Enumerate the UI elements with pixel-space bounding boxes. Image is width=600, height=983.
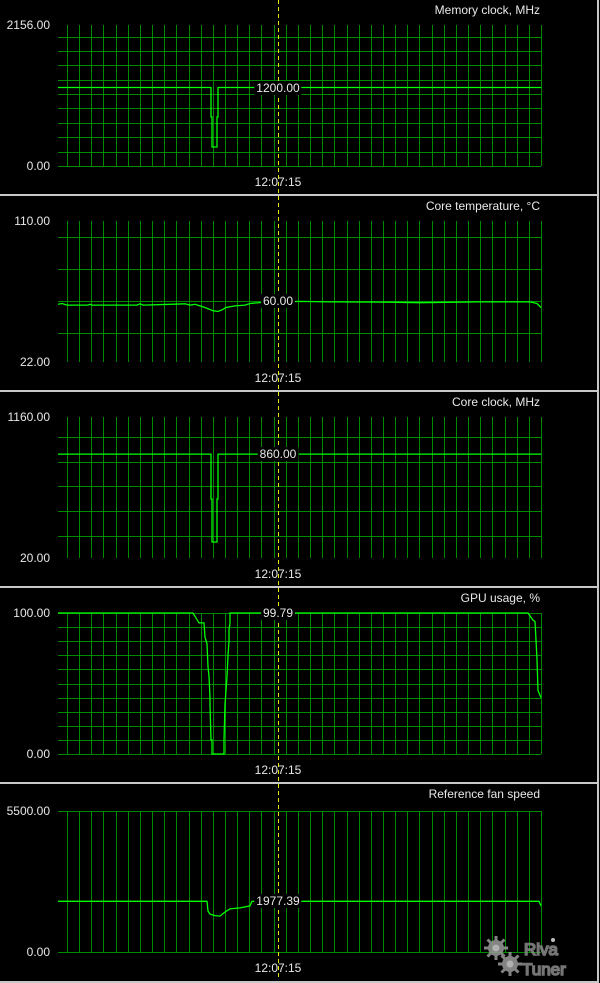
graph-canvas: [57, 196, 542, 392]
svg-text:Riva: Riva: [524, 940, 559, 959]
graph-canvas: [58, 0, 542, 196]
graph-canvas: [58, 392, 542, 588]
gpu-usage-graph[interactable]: GPU usage, % 100.00 0.00 99.79 12:07:15: [0, 588, 599, 784]
current-value-label: 860.00: [257, 447, 299, 462]
memory-clock-graph[interactable]: Memory clock, MHz 2156.00 0.00 1200.00 1…: [0, 0, 599, 196]
cursor-time-label: 12:07:15: [254, 567, 302, 581]
graph-canvas: [58, 784, 542, 980]
svg-text:Tuner: Tuner: [522, 960, 566, 979]
data-trace: [58, 86, 541, 148]
data-trace: [58, 900, 542, 917]
graph-title: Core clock, MHz: [451, 395, 540, 409]
cursor-time-label: 12:07:15: [254, 961, 302, 975]
gear-icon: [498, 952, 522, 976]
data-trace: [57, 300, 542, 313]
y-min-label: 22.00: [19, 355, 50, 369]
y-min-label: 0.00: [26, 159, 50, 173]
y-min-label: 0.00: [26, 747, 50, 761]
cursor-time-label: 12:07:15: [254, 763, 302, 777]
current-value-label: 1200.00: [254, 80, 302, 95]
core-clock-graph[interactable]: Core clock, MHz 1160.00 20.00 860.00 12:…: [0, 392, 599, 588]
cursor-time-label: 12:07:15: [254, 175, 302, 189]
y-max-label: 5500.00: [6, 804, 50, 818]
current-value-label: 1977.39: [254, 894, 302, 909]
y-min-label: 20.00: [19, 551, 50, 565]
y-max-label: 100.00: [13, 606, 50, 620]
current-value-label: 99.79: [260, 606, 296, 621]
y-max-label: 1160.00: [7, 410, 51, 424]
data-trace: [58, 453, 541, 543]
graph-title: Reference fan speed: [428, 787, 540, 801]
graph-title: Memory clock, MHz: [434, 3, 540, 17]
cursor-time-label: 12:07:15: [254, 371, 302, 385]
rivatuner-logo: Riva Tuner: [484, 936, 567, 980]
graph-title: Core temperature, °C: [425, 199, 540, 213]
current-value-label: 60.00: [260, 294, 296, 309]
y-max-label: 110.00: [14, 214, 50, 228]
y-min-label: 0.00: [26, 945, 50, 959]
y-max-label: 2156.00: [6, 18, 50, 32]
data-trace: [58, 612, 542, 755]
core-temperature-graph[interactable]: Core temperature, °C 110.00 22.00 60.00 …: [0, 196, 599, 392]
graph-canvas: [58, 588, 542, 784]
graph-title: GPU usage, %: [460, 591, 540, 605]
gear-icon: [484, 936, 508, 960]
